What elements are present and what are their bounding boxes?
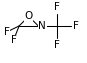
Text: F: F: [4, 27, 10, 37]
Text: F: F: [54, 40, 60, 50]
Text: F: F: [11, 35, 17, 45]
Text: F: F: [54, 2, 60, 12]
Text: O: O: [25, 11, 33, 21]
Text: F: F: [73, 21, 79, 31]
Text: N: N: [38, 21, 46, 31]
